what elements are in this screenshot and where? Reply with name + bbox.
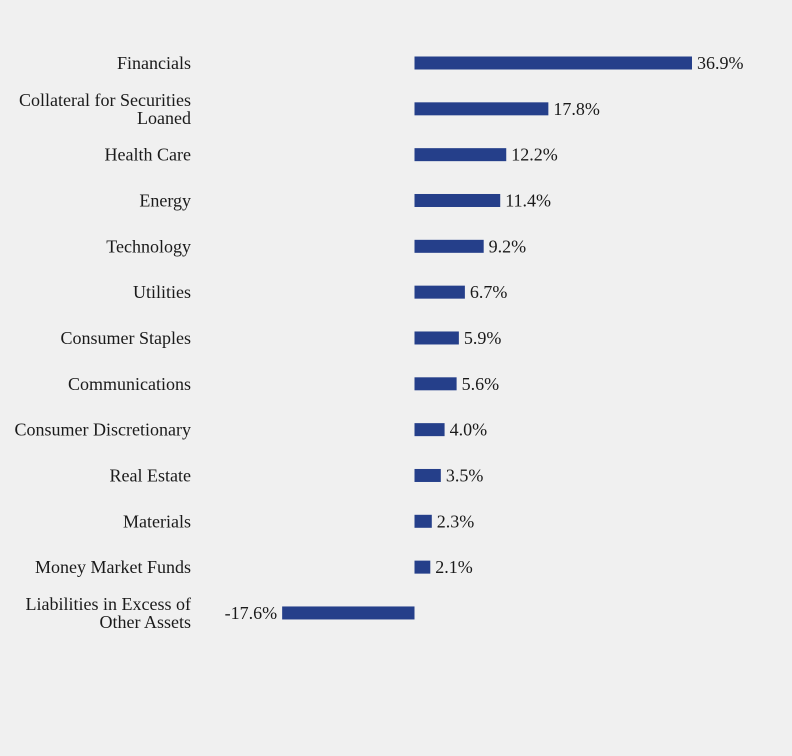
category-label-line: Money Market Funds — [35, 557, 191, 577]
category-label-line: Consumer Discretionary — [15, 420, 191, 440]
category-label-health-care: Health Care — [105, 145, 191, 165]
category-label-collateral-for-securities-loaned: Collateral for Securities Loaned — [19, 90, 191, 128]
value-label-materials: 2.3% — [437, 511, 475, 531]
category-label-line: Financials — [117, 53, 191, 73]
category-label-real-estate: Real Estate — [110, 465, 191, 485]
bar-utilities — [414, 285, 465, 299]
bar-technology — [414, 239, 484, 253]
category-labels: Financials Collateral for Securities Loane… — [15, 53, 191, 632]
bars — [282, 56, 692, 620]
bar-energy — [414, 193, 501, 207]
category-label-consumer-staples: Consumer Staples — [61, 328, 192, 348]
bar-consumer-discretionary — [414, 423, 445, 437]
value-label-health-care: 12.2% — [511, 145, 558, 165]
category-label-materials: Materials — [123, 511, 191, 531]
bar-money-market-funds — [414, 560, 431, 574]
category-label-line: Utilities — [133, 282, 191, 302]
bar-liabilities-in-excess-of-other-assets — [282, 606, 415, 620]
category-label-line: Real Estate — [110, 465, 191, 485]
category-label-line: Energy — [139, 190, 191, 210]
category-label-line: Loaned — [137, 108, 191, 128]
value-label-energy: 11.4% — [505, 190, 551, 210]
category-label-line: Health Care — [105, 145, 191, 165]
value-label-money-market-funds: 2.1% — [435, 557, 473, 577]
bar-financials — [414, 56, 692, 70]
bar-collateral-for-securities-loaned — [414, 102, 549, 116]
category-label-technology: Technology — [106, 236, 191, 256]
bar-real-estate — [414, 468, 441, 482]
value-label-consumer-staples: 5.9% — [464, 328, 502, 348]
category-label-money-market-funds: Money Market Funds — [35, 557, 191, 577]
category-label-financials: Financials — [117, 53, 191, 73]
value-labels: 36.9% 17.8% 12.2% 11.4% 9.2% 6.7% 5.9% 5.6% 4.0%… — [225, 53, 744, 623]
bar-communications — [414, 377, 457, 391]
category-label-line: Collateral for Securities — [19, 90, 191, 110]
value-label-utilities: 6.7% — [470, 282, 508, 302]
bar-materials — [414, 514, 432, 528]
value-label-liabilities-in-excess-of-other-assets: -17.6% — [225, 603, 278, 623]
category-label-energy: Energy — [139, 190, 191, 210]
category-label-line: Communications — [68, 374, 191, 394]
bar-consumer-staples — [414, 331, 459, 345]
value-label-communications: 5.6% — [462, 374, 500, 394]
value-label-collateral-for-securities-loaned: 17.8% — [553, 99, 600, 119]
value-label-consumer-discretionary: 4.0% — [450, 420, 488, 440]
category-label-line: Liabilities in Excess of — [26, 594, 191, 614]
value-label-financials: 36.9% — [697, 53, 744, 73]
value-label-technology: 9.2% — [489, 236, 526, 256]
bar-health-care — [414, 148, 507, 162]
category-label-communications: Communications — [68, 374, 191, 394]
category-label-liabilities-in-excess-of-other-assets: Liabilities in Excess of Other Assets — [26, 594, 191, 632]
category-label-line: Other Assets — [100, 612, 192, 632]
category-label-line: Materials — [123, 511, 191, 531]
category-label-consumer-discretionary: Consumer Discretionary — [15, 420, 191, 440]
category-label-utilities: Utilities — [133, 282, 191, 302]
value-label-real-estate: 3.5% — [446, 465, 484, 485]
category-label-line: Technology — [106, 236, 191, 256]
category-label-line: Consumer Staples — [61, 328, 192, 348]
